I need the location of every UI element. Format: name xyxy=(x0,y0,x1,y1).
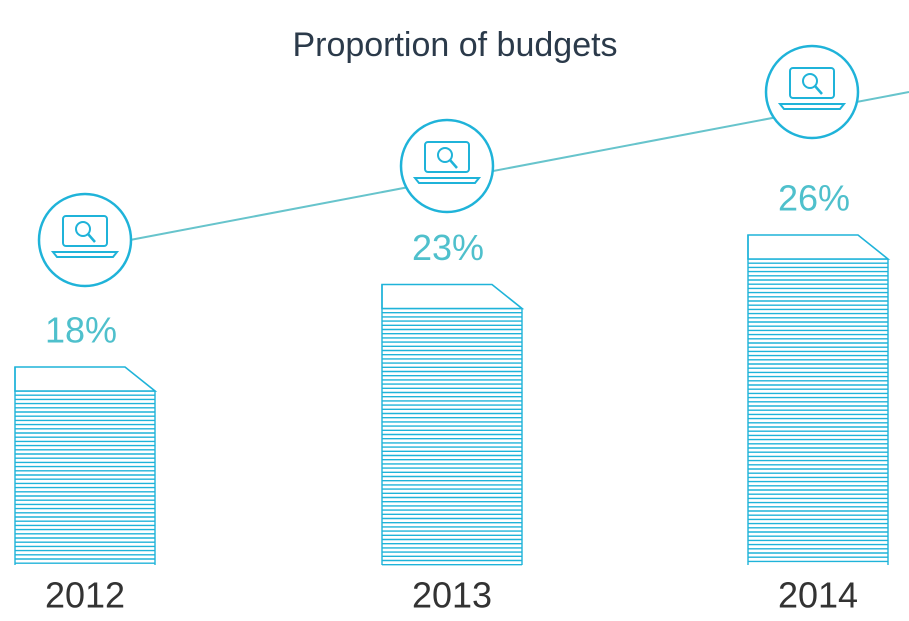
icon-laptop-base xyxy=(777,103,847,110)
value-label: 18% xyxy=(45,310,117,351)
x-tick-label: 2013 xyxy=(412,575,492,616)
icon-circle xyxy=(37,192,133,288)
icon-magnifier xyxy=(437,147,453,163)
chart-title: Proportion of budgets xyxy=(292,26,617,64)
value-label: 23% xyxy=(412,227,484,268)
icon-magnifier-handle xyxy=(87,233,96,243)
icon-laptop-screen xyxy=(424,141,470,173)
x-tick-label: 2014 xyxy=(778,575,858,616)
icon-laptop-base xyxy=(50,251,120,258)
icon-circle xyxy=(399,118,495,214)
icon-magnifier xyxy=(802,73,818,89)
icon-magnifier xyxy=(75,221,91,237)
icon-magnifier-handle xyxy=(449,159,458,169)
x-tick-label: 2012 xyxy=(45,575,125,616)
icon-circle xyxy=(764,44,860,140)
icon-magnifier-handle xyxy=(814,85,823,95)
icon-laptop-base xyxy=(412,177,482,184)
bar xyxy=(748,235,888,565)
icon-laptop-screen xyxy=(62,215,108,247)
value-label: 26% xyxy=(778,178,850,219)
icon-laptop-screen xyxy=(789,67,835,99)
